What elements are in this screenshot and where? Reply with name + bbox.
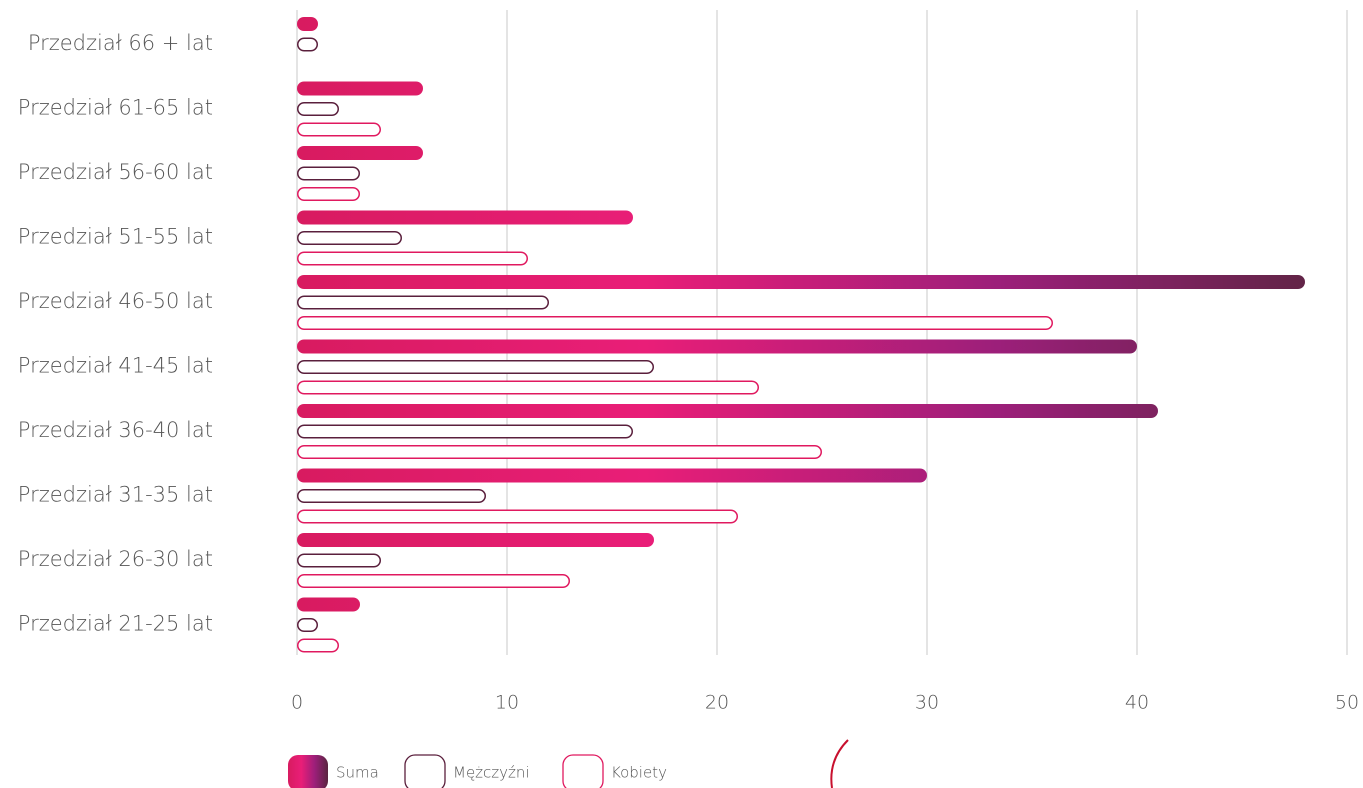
x-tick-label: 40 xyxy=(1125,692,1149,714)
legend-swatch xyxy=(288,755,328,788)
bar xyxy=(297,81,423,96)
bar xyxy=(297,339,1137,354)
bar xyxy=(297,295,549,310)
y-tick-label: Przedział 66 + lat xyxy=(28,31,213,55)
bar xyxy=(297,489,486,503)
bar xyxy=(297,275,1305,289)
bar xyxy=(297,445,822,459)
legend-swatch xyxy=(404,754,446,788)
bar xyxy=(297,509,738,524)
bar xyxy=(297,166,360,181)
y-tick-label: Przedział 56-60 lat xyxy=(18,160,213,184)
bar xyxy=(297,360,654,374)
bar xyxy=(297,574,570,588)
bar xyxy=(297,210,633,225)
bar xyxy=(297,231,402,245)
bar xyxy=(297,122,381,137)
legend-item: Mężczyźni xyxy=(404,754,530,788)
legend-label: Mężczyźni xyxy=(453,764,530,782)
y-tick-label: Przedział 21-25 lat xyxy=(18,612,213,636)
bar xyxy=(297,187,360,201)
decoration xyxy=(830,739,849,788)
legend-item: Kobiety xyxy=(562,754,667,788)
legend-label: Suma xyxy=(336,764,379,782)
bar xyxy=(297,618,318,632)
y-tick-label: Przedział 36-40 lat xyxy=(18,418,213,442)
bar xyxy=(297,404,1158,418)
bar xyxy=(297,102,339,116)
bar xyxy=(297,468,927,483)
y-tick-label: Przedział 61-65 lat xyxy=(18,96,213,120)
bar xyxy=(297,553,381,568)
x-tick-label: 20 xyxy=(705,692,729,714)
bar xyxy=(297,424,633,439)
y-tick-label: Przedział 41-45 lat xyxy=(18,354,213,378)
y-tick-label: Przedział 26-30 lat xyxy=(18,547,213,571)
bar xyxy=(297,17,318,31)
legend-label: Kobiety xyxy=(611,764,667,782)
bar xyxy=(297,533,654,547)
legend-item: Suma xyxy=(288,755,379,788)
y-tick-label: Przedział 31-35 lat xyxy=(18,483,213,507)
bar xyxy=(297,316,1053,330)
x-tick-label: 50 xyxy=(1335,692,1359,714)
legend-swatch xyxy=(562,754,604,788)
bar xyxy=(297,380,759,395)
bar xyxy=(297,37,318,52)
bar xyxy=(297,597,360,612)
x-tick-label: 10 xyxy=(495,692,519,714)
bar xyxy=(297,251,528,266)
bar xyxy=(297,638,339,653)
x-tick-label: 0 xyxy=(291,692,303,714)
bar xyxy=(297,146,423,160)
y-tick-label: Przedział 46-50 lat xyxy=(18,289,213,313)
y-tick-label: Przedział 51-55 lat xyxy=(18,225,213,249)
x-tick-label: 30 xyxy=(915,692,939,714)
